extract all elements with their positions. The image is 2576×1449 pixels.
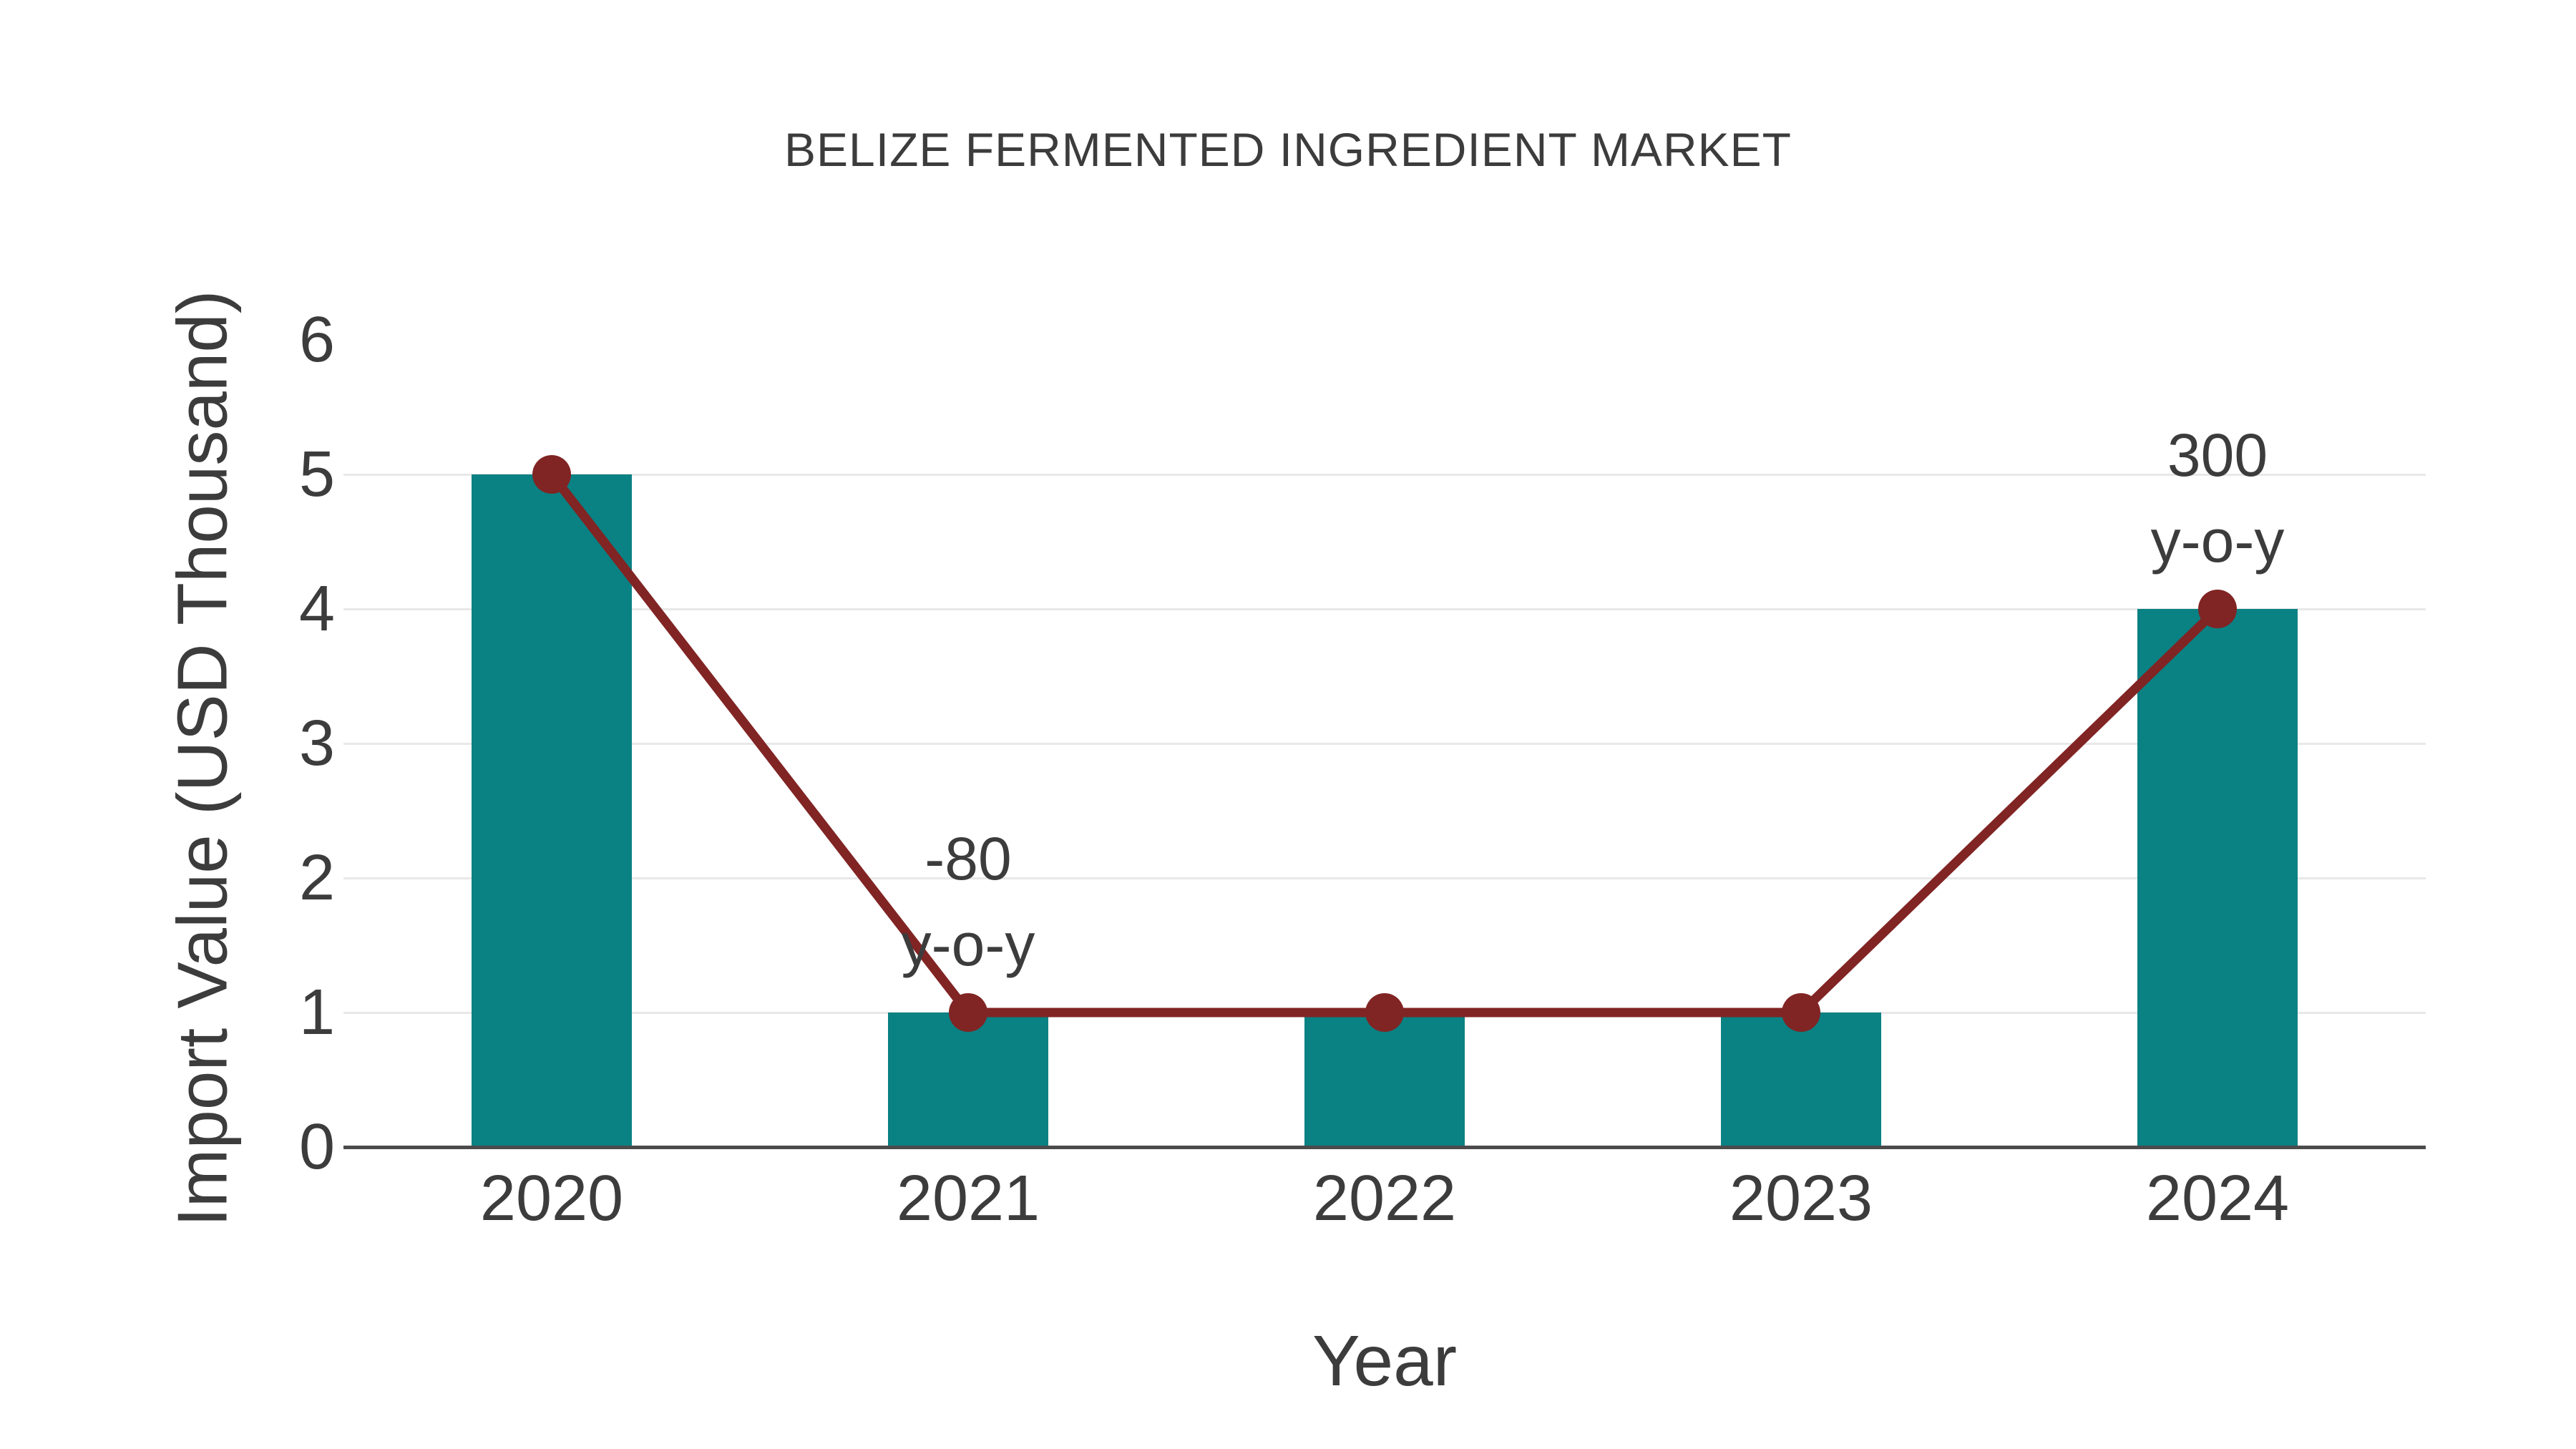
bar-2020 (472, 474, 632, 1147)
annotation-2024: 300 y-o-y (2151, 412, 2285, 584)
annotation-line: y-o-y (2150, 507, 2285, 575)
gridline-y-2 (343, 877, 2426, 879)
data-point-marker-2023 (1782, 993, 1820, 1032)
data-point-marker-2022 (1365, 993, 1404, 1032)
gridline-y-5 (343, 474, 2426, 476)
x-tick-label-2024: 2024 (2145, 1163, 2290, 1234)
y-tick-label-3: 3 (298, 708, 335, 779)
data-point-marker-2021 (949, 993, 987, 1032)
trend-line-chart (532, 455, 2237, 1032)
y-tick-label-4: 4 (298, 573, 335, 645)
x-tick-label-2021: 2021 (896, 1163, 1040, 1234)
data-point-marker-2024 (2198, 590, 2237, 628)
x-tick-label-2023: 2023 (1729, 1163, 1873, 1234)
annotation-line: 300 (2167, 421, 2268, 489)
annotation-line: -80 (924, 825, 1012, 892)
x-tick-label-2022: 2022 (1312, 1163, 1457, 1234)
x-tick-label-2020: 2020 (479, 1163, 624, 1234)
trend-line (547, 472, 2221, 1018)
gridline-y-3 (343, 743, 2426, 745)
data-point-marker-2020 (532, 455, 571, 494)
annotation-2021: -80 y-o-y (902, 816, 1035, 987)
y-tick-label-2: 2 (298, 842, 335, 914)
gridline-y-4 (343, 608, 2426, 610)
bar-2024 (2137, 609, 2298, 1147)
x-axis-title: Year (1312, 1321, 1458, 1401)
bar-2021 (888, 1013, 1048, 1147)
y-tick-label-5: 5 (298, 439, 335, 510)
bar-2023 (1721, 1013, 1881, 1147)
y-tick-label-6: 6 (298, 304, 335, 376)
bar-2022 (1304, 1013, 1465, 1147)
x-axis-line (343, 1146, 2426, 1149)
y-tick-label-0: 0 (298, 1111, 335, 1183)
chart-title: BELIZE FERMENTED INGREDIENT MARKET (784, 123, 1792, 176)
annotation-line: y-o-y (901, 911, 1035, 978)
y-tick-label-1: 1 (298, 977, 335, 1048)
